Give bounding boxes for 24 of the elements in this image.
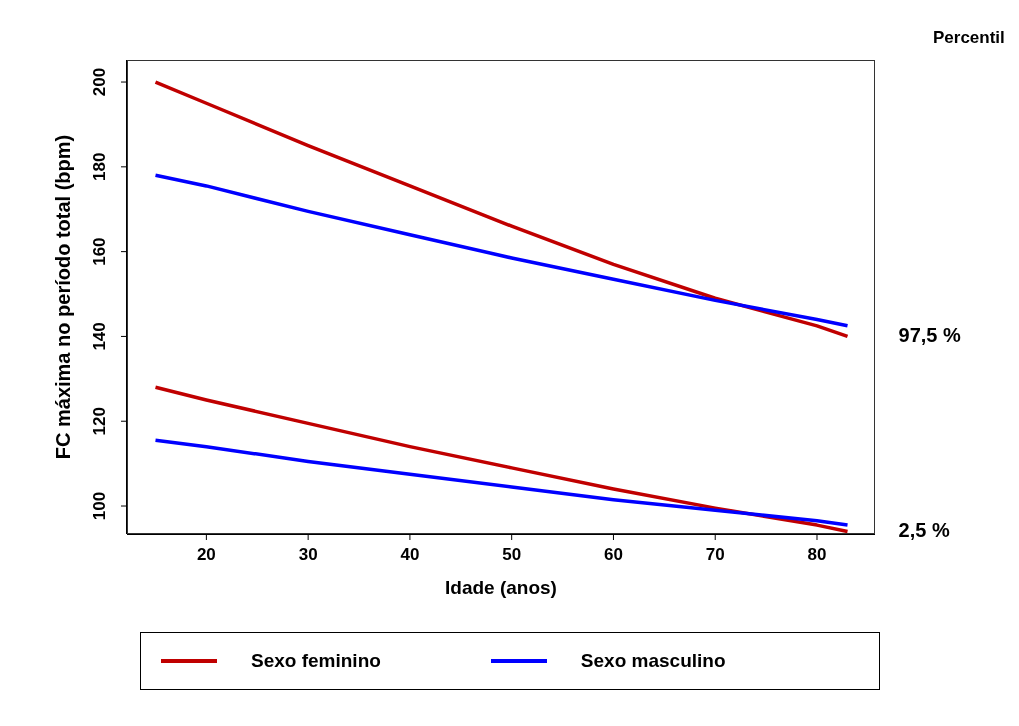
line-series	[153, 385, 850, 534]
y-tick-label: 120	[90, 407, 109, 436]
x-tick-label: 30	[298, 545, 318, 565]
line-series	[153, 173, 850, 328]
y-axis-title: FC máxima no período total (bpm)	[52, 134, 75, 460]
x-tick-label: 60	[603, 545, 623, 565]
x-tick-label: 80	[807, 545, 827, 565]
legend-label: Sexo feminino	[251, 650, 381, 672]
annotation: 97,5 %	[898, 324, 961, 348]
y-tick-label: 100	[90, 491, 109, 521]
x-tick-label: 40	[400, 545, 420, 565]
y-tick-label: 160	[90, 237, 109, 266]
y-tick-label: 140	[90, 322, 109, 351]
annotation: 2,5 %	[898, 519, 950, 543]
line-series	[153, 438, 850, 527]
text: Percentil	[933, 28, 1005, 48]
x-axis-title: Idade (anos)	[445, 577, 557, 598]
y-tick-label: 180	[90, 152, 109, 182]
x-tick-label: 20	[196, 545, 216, 565]
line-series	[153, 80, 850, 339]
x-tick-label: 70	[705, 545, 725, 565]
legend-label: Sexo masculino	[580, 650, 726, 672]
y-tick-label: 200	[90, 67, 109, 97]
x-tick-label: 50	[502, 545, 522, 565]
